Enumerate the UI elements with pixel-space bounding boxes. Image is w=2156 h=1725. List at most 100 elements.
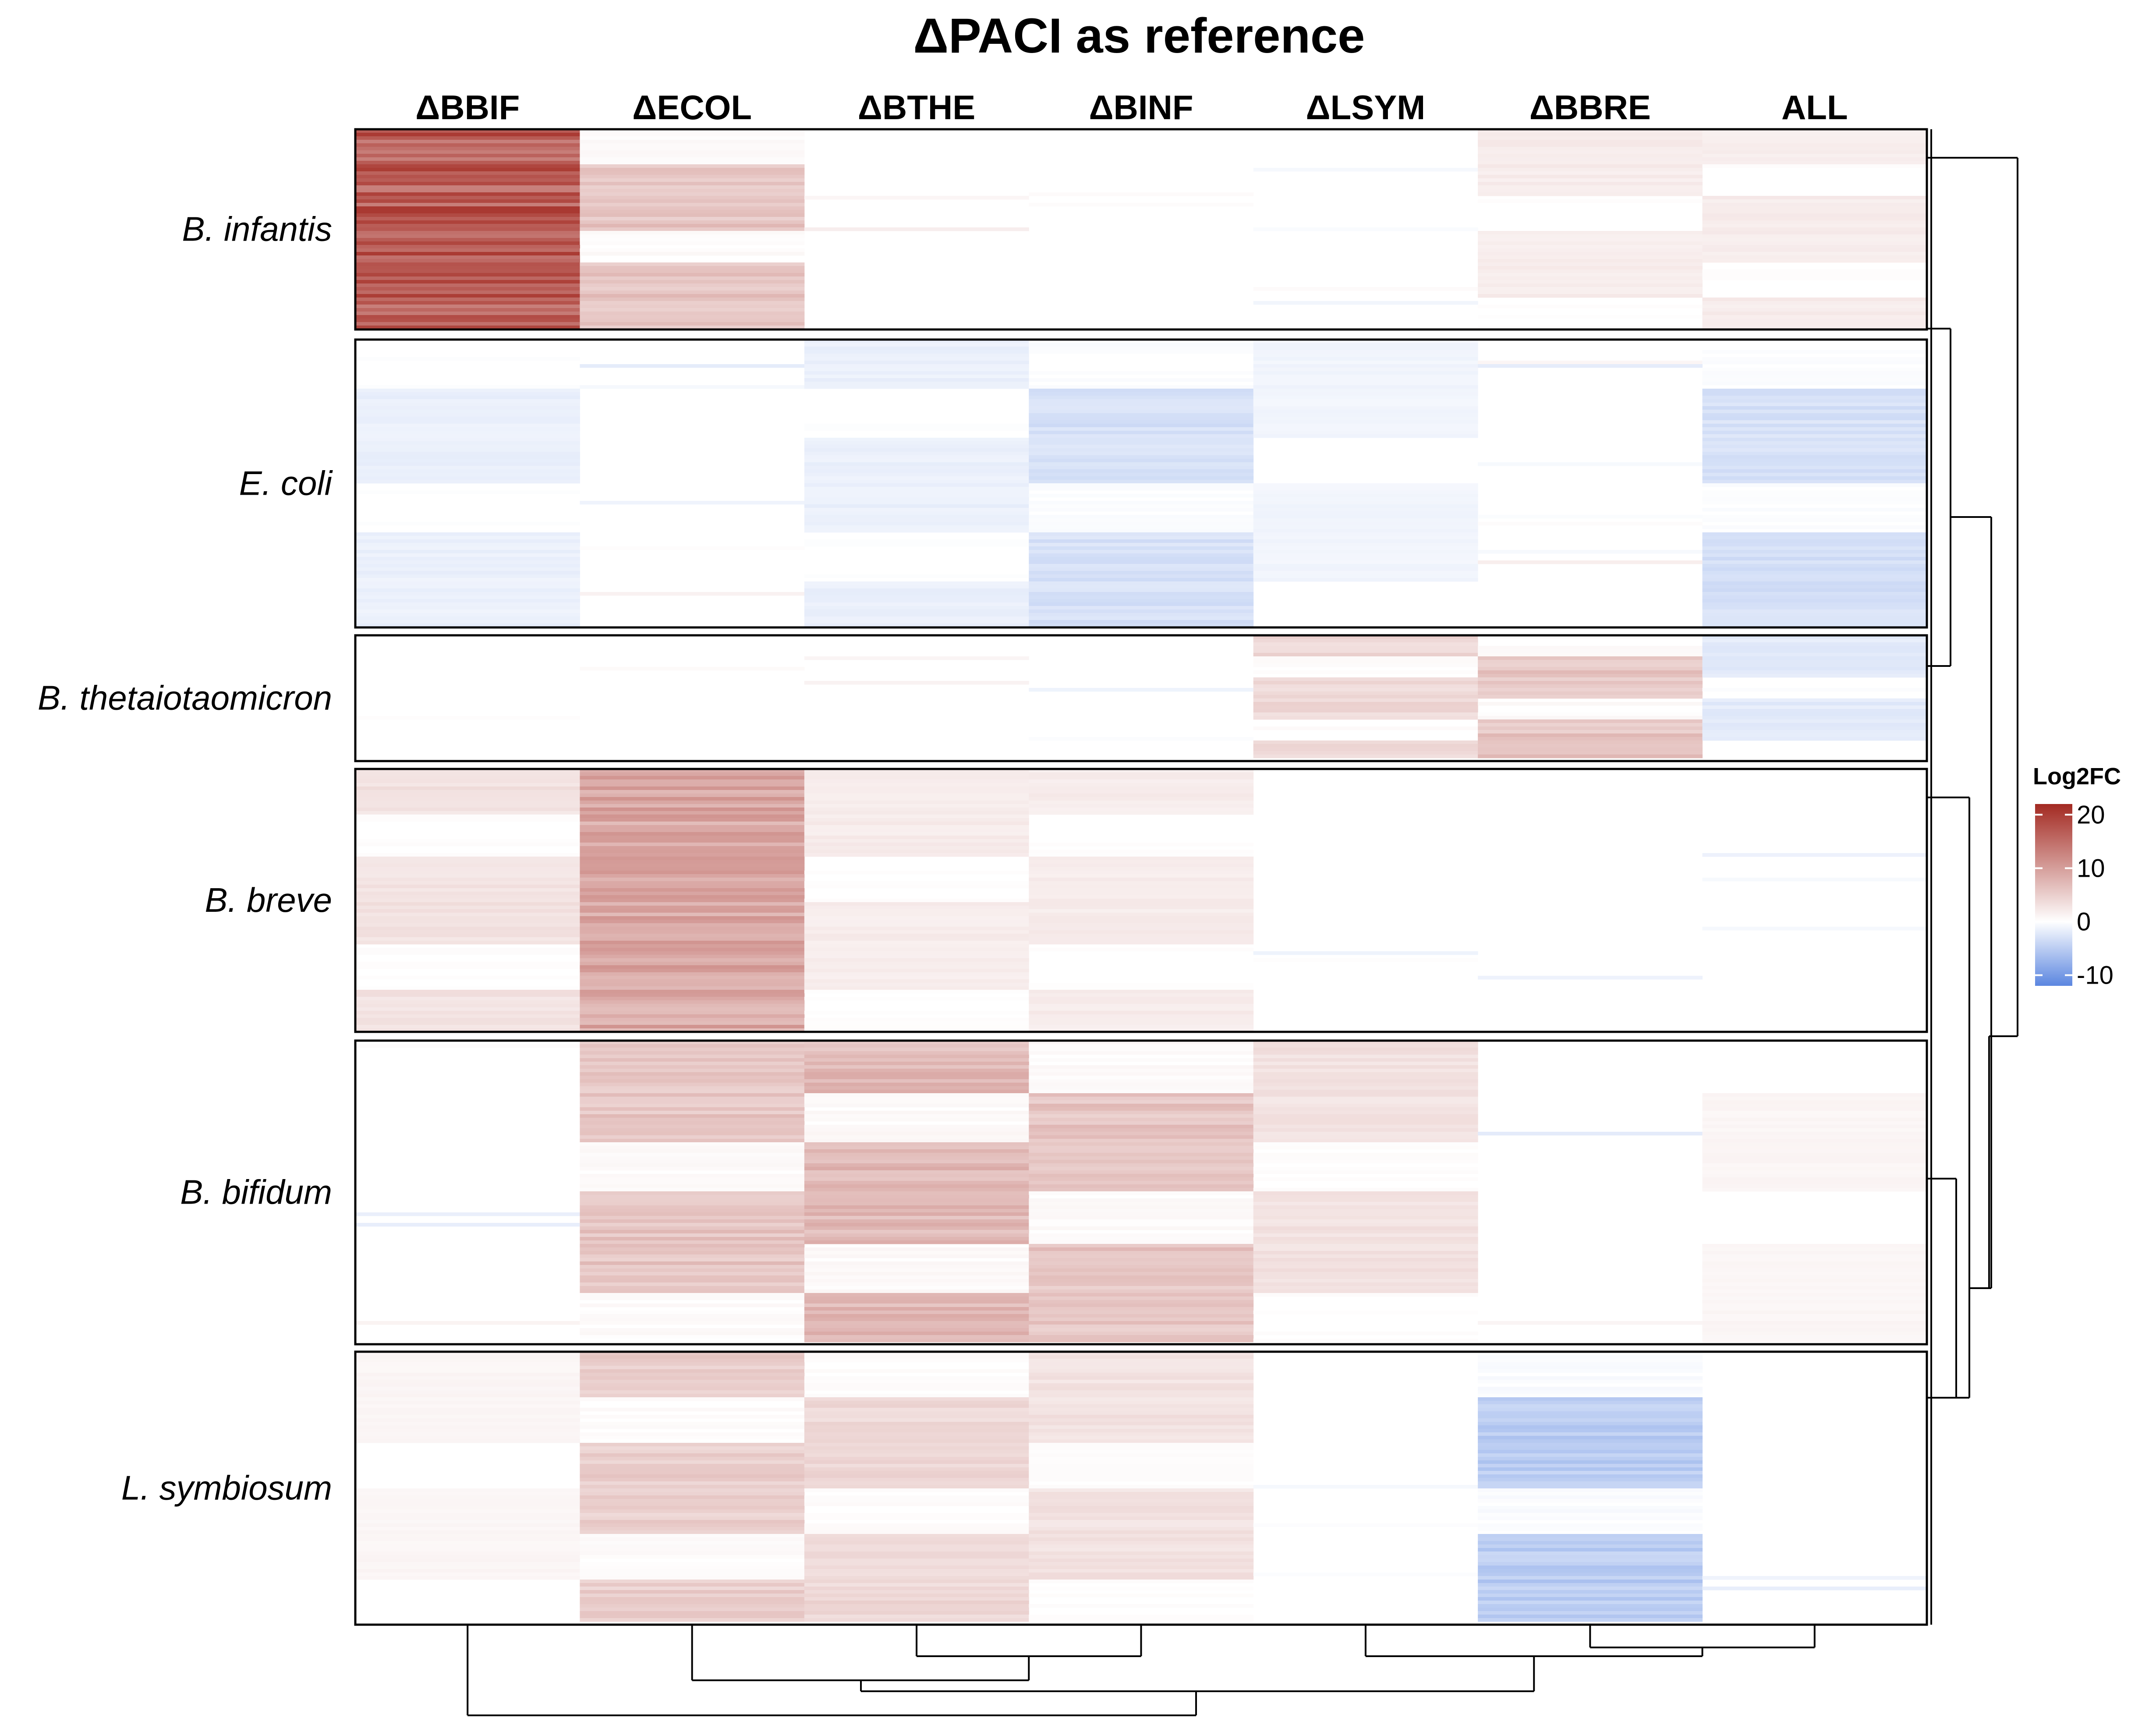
heatmap-cell bbox=[580, 1376, 805, 1380]
heatmap-cell bbox=[1702, 206, 1927, 210]
heatmap-cell bbox=[355, 203, 580, 207]
heatmap-cell bbox=[1702, 483, 1927, 487]
heatmap-cell bbox=[355, 1362, 580, 1366]
heatmap-cell bbox=[1029, 793, 1254, 797]
heatmap-cell bbox=[1253, 1202, 1478, 1206]
heatmap-cell bbox=[1029, 469, 1254, 473]
heatmap-cell bbox=[1029, 1380, 1254, 1384]
heatmap-cell bbox=[1029, 902, 1254, 906]
heatmap-cell bbox=[1478, 1590, 1703, 1594]
heatmap-cell bbox=[355, 899, 580, 903]
heatmap-cell bbox=[580, 312, 805, 315]
heatmap-cell bbox=[1029, 410, 1254, 414]
heatmap-cell bbox=[1702, 1251, 1927, 1255]
heatmap-cell bbox=[1478, 1488, 1703, 1492]
heatmap-cell bbox=[1029, 1551, 1254, 1555]
heatmap-cell bbox=[1029, 494, 1254, 498]
heatmap-cell bbox=[355, 175, 580, 179]
heatmap-cell bbox=[580, 1460, 805, 1464]
heatmap-cell bbox=[1478, 719, 1703, 723]
heatmap-cell bbox=[1702, 255, 1927, 259]
heatmap-cell bbox=[1029, 1439, 1254, 1443]
heatmap-cell bbox=[1478, 723, 1703, 727]
heatmap-cell bbox=[580, 1135, 805, 1139]
heatmap-cell bbox=[1702, 420, 1927, 424]
heatmap-cell bbox=[580, 853, 805, 857]
heatmap-cell bbox=[355, 266, 580, 270]
heatmap-cell bbox=[355, 262, 580, 266]
heatmap-cell bbox=[580, 1205, 805, 1209]
heatmap-cell bbox=[355, 881, 580, 885]
heatmap-cell bbox=[804, 881, 1029, 885]
heatmap-cell bbox=[1478, 1464, 1703, 1468]
heatmap-cell bbox=[1702, 269, 1927, 273]
heatmap-cell bbox=[355, 308, 580, 312]
heatmap-cell bbox=[355, 455, 580, 459]
heatmap-cell bbox=[1253, 1142, 1478, 1146]
heatmap-cell bbox=[1478, 560, 1703, 564]
heatmap-cell bbox=[1478, 522, 1703, 526]
heatmap-cell bbox=[804, 385, 1029, 389]
heatmap-cell bbox=[355, 252, 580, 256]
heatmap-cell bbox=[580, 1247, 805, 1251]
heatmap-cell bbox=[1478, 1587, 1703, 1590]
heatmap-cell bbox=[1029, 1132, 1254, 1136]
heatmap-cell bbox=[1029, 392, 1254, 396]
heatmap-cell bbox=[1029, 1146, 1254, 1150]
heatmap-cell bbox=[804, 445, 1029, 449]
heatmap-cell bbox=[1702, 1311, 1927, 1314]
heatmap-cell bbox=[355, 171, 580, 175]
heatmap-cell bbox=[355, 196, 580, 200]
heatmap-cell bbox=[1253, 958, 1478, 962]
heatmap-cell bbox=[1029, 1411, 1254, 1415]
heatmap-cell bbox=[355, 164, 580, 168]
heatmap-cell bbox=[804, 1562, 1029, 1566]
heatmap-cell bbox=[1702, 1296, 1927, 1300]
heatmap-cell bbox=[804, 1090, 1029, 1094]
heatmap-cell bbox=[1029, 1432, 1254, 1436]
heatmap-cell bbox=[355, 871, 580, 875]
heatmap-cell bbox=[1478, 550, 1703, 554]
heatmap-cell bbox=[1253, 1055, 1478, 1059]
heatmap-cell bbox=[804, 1443, 1029, 1447]
heatmap-cell bbox=[1702, 663, 1927, 667]
heatmap-cell bbox=[804, 1219, 1029, 1223]
heatmap-cell bbox=[1029, 1573, 1254, 1576]
heatmap-cell bbox=[804, 347, 1029, 351]
heatmap-cell bbox=[804, 1251, 1029, 1255]
heatmap-cell bbox=[1029, 620, 1254, 624]
heatmap-cell bbox=[1029, 466, 1254, 470]
heatmap-cell bbox=[1478, 1566, 1703, 1569]
heatmap-cell bbox=[804, 1583, 1029, 1587]
heatmap-cell bbox=[355, 1544, 580, 1548]
heatmap-cell bbox=[1702, 1335, 1927, 1339]
heatmap-cell bbox=[1478, 1509, 1703, 1513]
heatmap-cell bbox=[355, 546, 580, 550]
heatmap-cell bbox=[355, 1576, 580, 1580]
heatmap-cell bbox=[1029, 1569, 1254, 1573]
heatmap-cell bbox=[1029, 1464, 1254, 1468]
legend-tick-label: 20 bbox=[2077, 801, 2105, 829]
heatmap-cell bbox=[804, 588, 1029, 592]
heatmap-cell bbox=[804, 1548, 1029, 1552]
heatmap-cell bbox=[1253, 227, 1478, 231]
heatmap-cell bbox=[804, 487, 1029, 491]
heatmap-cell bbox=[1029, 1495, 1254, 1499]
heatmap-cell bbox=[1029, 1485, 1254, 1489]
heatmap-cell bbox=[580, 1265, 805, 1269]
heatmap-cell bbox=[1253, 389, 1478, 393]
heatmap-cell bbox=[1253, 691, 1478, 695]
heatmap-cell bbox=[1478, 192, 1703, 196]
heatmap-cell bbox=[580, 319, 805, 322]
heatmap-cell bbox=[580, 1604, 805, 1608]
heatmap-cell bbox=[1029, 1450, 1254, 1454]
heatmap-cell bbox=[580, 1240, 805, 1244]
heatmap-cell bbox=[1029, 1314, 1254, 1318]
heatmap-cell bbox=[1478, 175, 1703, 179]
heatmap-cell bbox=[580, 860, 805, 864]
heatmap-cell bbox=[355, 157, 580, 161]
heatmap-cell bbox=[1253, 350, 1478, 354]
heatmap-cell bbox=[580, 1488, 805, 1492]
panel-border bbox=[354, 128, 1928, 331]
